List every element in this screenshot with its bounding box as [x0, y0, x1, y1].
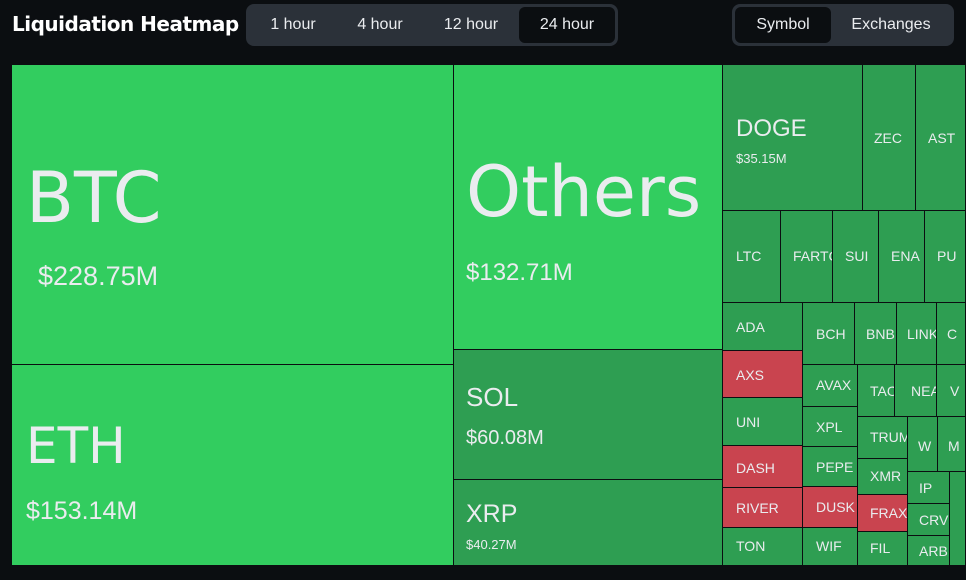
- tile-bnb[interactable]: BNB: [855, 303, 897, 365]
- tile-symbol: RIVER: [736, 500, 779, 516]
- tile-symbol: CRV: [919, 512, 949, 528]
- tile-symbol: SOL: [466, 382, 519, 412]
- tile-frax[interactable]: FRAX: [858, 495, 908, 532]
- tile-symbol: W: [918, 438, 932, 454]
- tile-symbol: XMR: [870, 468, 902, 484]
- view-option-symbol[interactable]: Symbol: [735, 7, 831, 43]
- tile-ton[interactable]: TON: [723, 528, 803, 566]
- tile-ast[interactable]: AST: [916, 65, 966, 211]
- tile-symbol: LTC: [736, 248, 762, 264]
- tile-symbol: DUSK: [816, 499, 855, 515]
- tile-near[interactable]: NEA: [895, 365, 937, 417]
- time-option-12h[interactable]: 12 hour: [443, 16, 499, 33]
- tile-symbol: ADA: [736, 319, 765, 335]
- tile-symbol: LINK: [907, 326, 937, 342]
- tile-symbol: PU: [937, 248, 957, 264]
- tile-symbol: BCH: [816, 326, 846, 342]
- tile-ip[interactable]: IP: [908, 472, 950, 504]
- tile-sui[interactable]: SUI: [833, 211, 879, 303]
- tile-v[interactable]: V: [937, 365, 966, 417]
- tile-symbol: AST: [928, 130, 956, 146]
- tile-bch[interactable]: BCH: [803, 303, 855, 365]
- tile-symbol: UNI: [736, 414, 761, 430]
- time-option-4h[interactable]: 4 hour: [357, 16, 403, 33]
- tile-ada[interactable]: ADA: [723, 303, 803, 351]
- tile-uni[interactable]: UNI: [723, 398, 803, 446]
- tile-tao[interactable]: TAO: [858, 365, 895, 417]
- tile-symbol: TON: [736, 538, 766, 554]
- tile-avax[interactable]: AVAX: [803, 365, 858, 407]
- page-title: Liquidation Heatmap: [12, 12, 239, 36]
- tile-symbol: DASH: [736, 460, 775, 476]
- tile-amount: $132.71M: [466, 259, 573, 286]
- tile-amount: $40.27M: [466, 537, 517, 552]
- tile-symbol: XPL: [816, 419, 843, 435]
- tile-symbol: BNB: [866, 326, 895, 342]
- tile-zec[interactable]: ZEC: [863, 65, 916, 211]
- tile-symbol: ZEC: [874, 130, 902, 146]
- tile-sol[interactable]: SOL $60.08M: [454, 350, 723, 480]
- tile-w[interactable]: W: [908, 417, 938, 472]
- tile-ltc[interactable]: LTC: [723, 211, 781, 303]
- tile-xpl[interactable]: XPL: [803, 407, 858, 447]
- tile-symbol: BTC: [26, 157, 162, 239]
- tile-doge[interactable]: DOGE $35.15M: [723, 65, 863, 211]
- tile-crv[interactable]: CRV: [908, 504, 950, 536]
- view-option-exchanges[interactable]: Exchanges: [851, 16, 931, 33]
- tile-m[interactable]: M: [938, 417, 966, 472]
- tile-amount: $60.08M: [466, 427, 544, 449]
- tile-amount: $153.14M: [26, 497, 138, 525]
- tile-unlabeled[interactable]: [950, 472, 966, 566]
- tile-symbol: M: [948, 438, 960, 454]
- tile-symbol: SUI: [845, 248, 869, 264]
- tile-symbol: DOGE: [736, 115, 807, 142]
- liquidation-treemap: BTC $228.75M ETH $153.14M Others $132.71…: [12, 65, 966, 566]
- tile-eth[interactable]: ETH $153.14M: [12, 365, 454, 566]
- tile-river[interactable]: RIVER: [723, 488, 803, 528]
- tile-symbol: ENA: [891, 248, 920, 264]
- tile-fartc[interactable]: FARTC: [781, 211, 833, 303]
- tile-symbol: FIL: [870, 540, 891, 556]
- tile-symbol: ETH: [26, 417, 126, 475]
- tile-symbol: V: [950, 383, 960, 399]
- tile-link[interactable]: LINK: [897, 303, 937, 365]
- tile-symbol: C: [947, 326, 958, 342]
- tile-pepe[interactable]: PEPE: [803, 447, 858, 487]
- tile-arb[interactable]: ARB: [908, 536, 950, 566]
- tile-others[interactable]: Others $132.71M: [454, 65, 723, 350]
- tile-trump[interactable]: TRUM: [858, 417, 908, 459]
- time-option-24h[interactable]: 24 hour: [519, 7, 615, 43]
- time-range-selector: 1 hour 4 hour 12 hour 24 hour: [246, 4, 618, 46]
- tile-symbol: TAO: [870, 383, 895, 399]
- tile-axs[interactable]: AXS: [723, 351, 803, 398]
- tile-dash[interactable]: DASH: [723, 446, 803, 488]
- tile-symbol: WIF: [816, 538, 842, 554]
- time-option-1h[interactable]: 1 hour: [270, 16, 316, 33]
- tile-ena[interactable]: ENA: [879, 211, 925, 303]
- tile-wif[interactable]: WIF: [803, 528, 858, 566]
- tile-xmr[interactable]: XMR: [858, 459, 908, 495]
- tile-symbol: AVAX: [816, 377, 852, 393]
- tile-pu[interactable]: PU: [925, 211, 966, 303]
- tile-btc[interactable]: BTC $228.75M: [12, 65, 454, 365]
- view-selector: Symbol Exchanges: [732, 4, 954, 46]
- tile-amount: $35.15M: [736, 151, 787, 166]
- tile-symbol: Others: [466, 151, 702, 233]
- tile-dusk[interactable]: DUSK: [803, 487, 858, 528]
- tile-xrp[interactable]: XRP $40.27M: [454, 480, 723, 566]
- tile-amount: $228.75M: [38, 261, 159, 291]
- tile-symbol: FRAX: [870, 505, 908, 521]
- tile-c[interactable]: C: [937, 303, 966, 365]
- tile-symbol: NEA: [911, 383, 937, 399]
- tile-symbol: ARB: [919, 543, 948, 559]
- tile-symbol: XRP: [466, 500, 518, 528]
- tile-symbol: IP: [919, 480, 933, 496]
- tile-symbol: PEPE: [816, 459, 854, 475]
- tile-symbol: TRUM: [870, 429, 908, 445]
- tile-symbol: FARTC: [793, 248, 832, 264]
- tile-symbol: AXS: [736, 367, 765, 383]
- tile-fil[interactable]: FIL: [858, 532, 908, 566]
